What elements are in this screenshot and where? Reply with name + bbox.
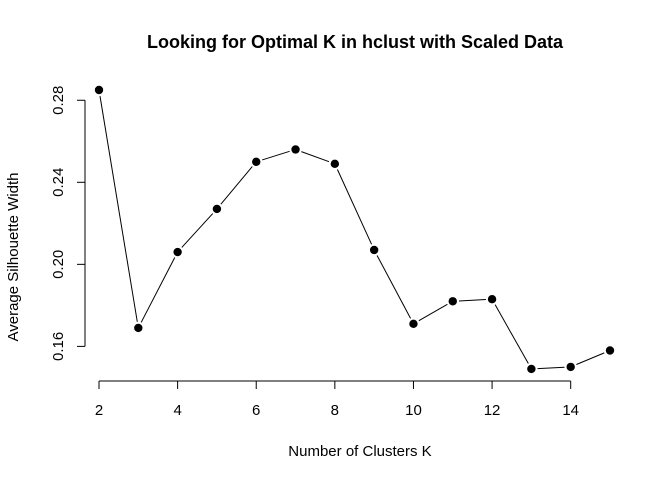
data-point xyxy=(369,245,379,255)
data-point xyxy=(527,364,536,374)
data-point xyxy=(409,319,418,329)
series-segment xyxy=(494,304,529,364)
data-point xyxy=(252,157,261,166)
series-segment xyxy=(220,166,253,205)
series-line-layer xyxy=(99,96,605,370)
series-segment xyxy=(336,169,373,245)
x-tick-label: 6 xyxy=(252,402,260,419)
x-tick-label: 8 xyxy=(331,402,339,419)
series-segment xyxy=(537,366,565,370)
data-point xyxy=(566,362,575,372)
series-segment xyxy=(458,299,486,302)
y-tick-label: 0.16 xyxy=(50,332,67,361)
data-point xyxy=(134,323,143,333)
series-segment xyxy=(261,150,290,161)
series-segment xyxy=(576,352,605,365)
series-segment xyxy=(99,96,138,322)
y-tick-label: 0.20 xyxy=(50,250,67,279)
data-point xyxy=(291,145,300,154)
data-point xyxy=(173,247,182,257)
x-tick-label: 14 xyxy=(562,402,579,419)
y-tick-label: 0.24 xyxy=(50,168,67,197)
x-tick-label: 12 xyxy=(484,402,501,419)
series-segment xyxy=(376,255,411,319)
data-point xyxy=(212,204,222,214)
axes: 2 4 6 8 10 12 14 0.16 0.20 0.24 0.28 xyxy=(50,86,579,419)
data-point xyxy=(94,85,104,95)
x-tick-label: 10 xyxy=(405,402,422,419)
series-segment xyxy=(301,151,330,163)
chart-title: Looking for Optimal K in hclust with Sca… xyxy=(147,32,564,52)
x-tick-label: 2 xyxy=(95,402,103,419)
y-axis-label: Average Silhouette Width xyxy=(5,173,22,342)
y-tick-label: 0.28 xyxy=(50,86,67,115)
data-points-layer xyxy=(94,85,615,374)
x-tick-label: 4 xyxy=(173,402,181,419)
x-axis-label: Number of Clusters K xyxy=(288,443,431,460)
data-point xyxy=(605,346,615,355)
series-segment xyxy=(181,213,214,248)
data-point xyxy=(330,159,340,169)
series-segment xyxy=(418,303,448,322)
data-point xyxy=(487,295,497,304)
data-point xyxy=(448,297,457,306)
series-segment xyxy=(140,257,176,323)
